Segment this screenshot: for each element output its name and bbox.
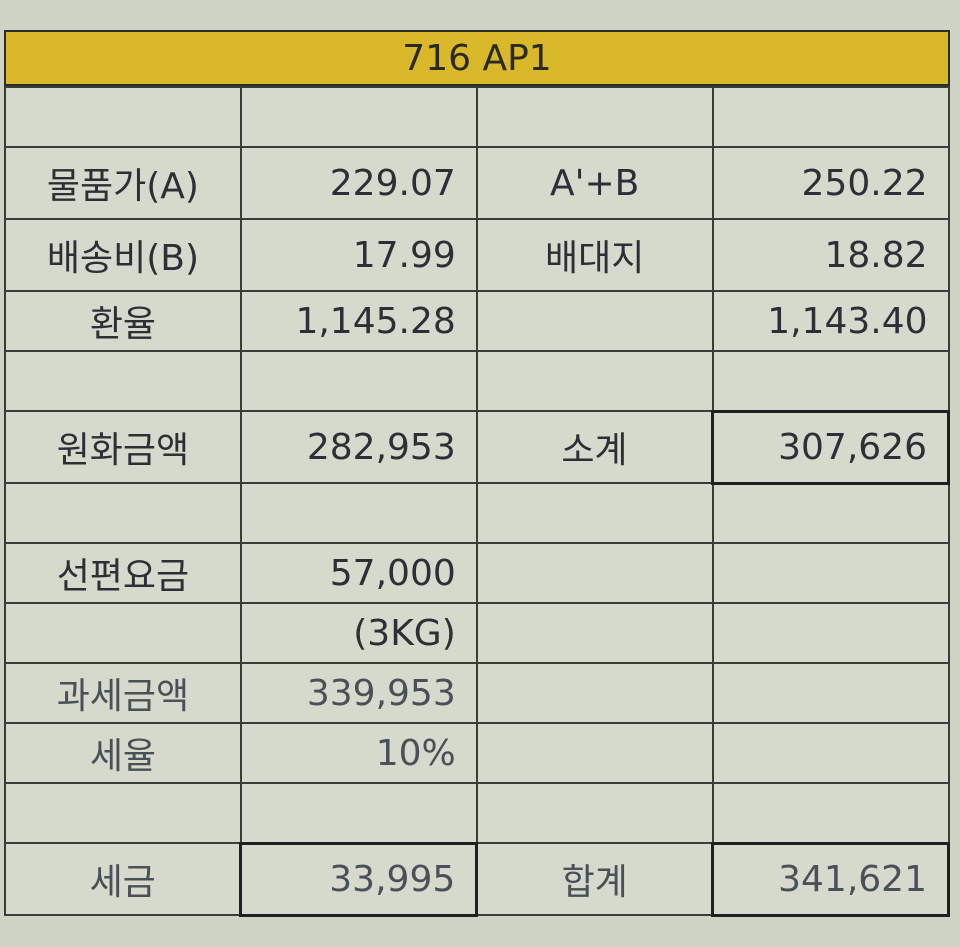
value-cell[interactable]: 1,143.40 [711, 290, 950, 352]
value-cell[interactable]: 57,000 [239, 542, 478, 604]
value-cell[interactable] [711, 86, 950, 148]
value-cell[interactable] [711, 602, 950, 664]
label-cell[interactable] [4, 350, 242, 412]
table-row [4, 782, 950, 844]
value-cell[interactable] [711, 482, 950, 544]
label-cell[interactable] [475, 542, 714, 604]
value-cell[interactable]: 17.99 [239, 218, 478, 292]
table-row: 원화금액 282,953 소계 307,626 [4, 409, 950, 485]
table-row [4, 482, 950, 544]
spreadsheet: 716 AP1 물품가(A) 229.07 A'+B 250.22 배송비(B) 17.9… [4, 30, 950, 917]
value-cell[interactable]: 10% [239, 722, 478, 784]
label-cell[interactable]: 배대지 [475, 218, 714, 292]
value-cell[interactable] [239, 86, 478, 148]
value-cell[interactable]: 18.82 [711, 218, 950, 292]
value-cell[interactable] [239, 482, 478, 544]
label-cell[interactable] [4, 782, 242, 844]
value-cell[interactable] [711, 350, 950, 412]
value-cell[interactable]: 250.22 [711, 146, 950, 220]
table-row: 물품가(A) 229.07 A'+B 250.22 [4, 146, 950, 220]
table-row: 세금 33,995 합계 341,621 [4, 841, 950, 917]
value-cell[interactable]: 339,953 [239, 662, 478, 724]
label-cell[interactable] [475, 290, 714, 352]
table-row [4, 86, 950, 148]
label-cell[interactable]: 물품가(A) [4, 146, 242, 220]
label-cell[interactable]: 배송비(B) [4, 218, 242, 292]
label-cell[interactable] [475, 350, 714, 412]
label-cell[interactable]: 합계 [475, 842, 714, 916]
label-cell[interactable]: 세금 [4, 842, 242, 916]
label-cell[interactable] [475, 662, 714, 724]
table-row: 환율 1,145.28 1,143.40 [4, 290, 950, 352]
value-cell[interactable] [711, 722, 950, 784]
calc-table: 물품가(A) 229.07 A'+B 250.22 배송비(B) 17.99 배대지 18.8… [4, 86, 950, 917]
value-cell[interactable] [239, 782, 478, 844]
value-cell[interactable]: 307,626 [711, 409, 950, 485]
label-cell[interactable]: 소계 [475, 410, 714, 484]
label-cell[interactable]: 과세금액 [4, 662, 242, 724]
label-cell[interactable]: 환율 [4, 290, 242, 352]
value-cell[interactable]: 33,995 [239, 841, 479, 917]
label-cell[interactable] [475, 782, 714, 844]
value-cell[interactable]: (3KG) [239, 602, 478, 664]
table-row: 세율 10% [4, 722, 950, 784]
label-cell[interactable]: 선편요금 [4, 542, 242, 604]
title-cell[interactable]: 716 AP1 [4, 30, 950, 86]
label-cell[interactable] [475, 602, 714, 664]
value-cell[interactable]: 282,953 [239, 410, 478, 484]
table-row: 선편요금 57,000 [4, 542, 950, 604]
table-row: 배송비(B) 17.99 배대지 18.82 [4, 218, 950, 292]
table-row: 과세금액 339,953 [4, 662, 950, 724]
label-cell[interactable]: A'+B [475, 146, 714, 220]
table-row: (3KG) [4, 602, 950, 664]
label-cell[interactable] [4, 602, 242, 664]
label-cell[interactable] [4, 482, 242, 544]
label-cell[interactable]: 세율 [4, 722, 242, 784]
value-cell[interactable]: 341,621 [711, 841, 950, 917]
label-cell[interactable] [475, 86, 714, 148]
table-row [4, 350, 950, 412]
value-cell[interactable] [239, 350, 478, 412]
label-cell[interactable] [475, 482, 714, 544]
label-cell[interactable]: 원화금액 [4, 410, 242, 484]
label-cell[interactable] [475, 722, 714, 784]
label-cell[interactable] [4, 86, 242, 148]
value-cell[interactable] [711, 782, 950, 844]
value-cell[interactable] [711, 542, 950, 604]
value-cell[interactable] [711, 662, 950, 724]
value-cell[interactable]: 1,145.28 [239, 290, 478, 352]
value-cell[interactable]: 229.07 [239, 146, 478, 220]
